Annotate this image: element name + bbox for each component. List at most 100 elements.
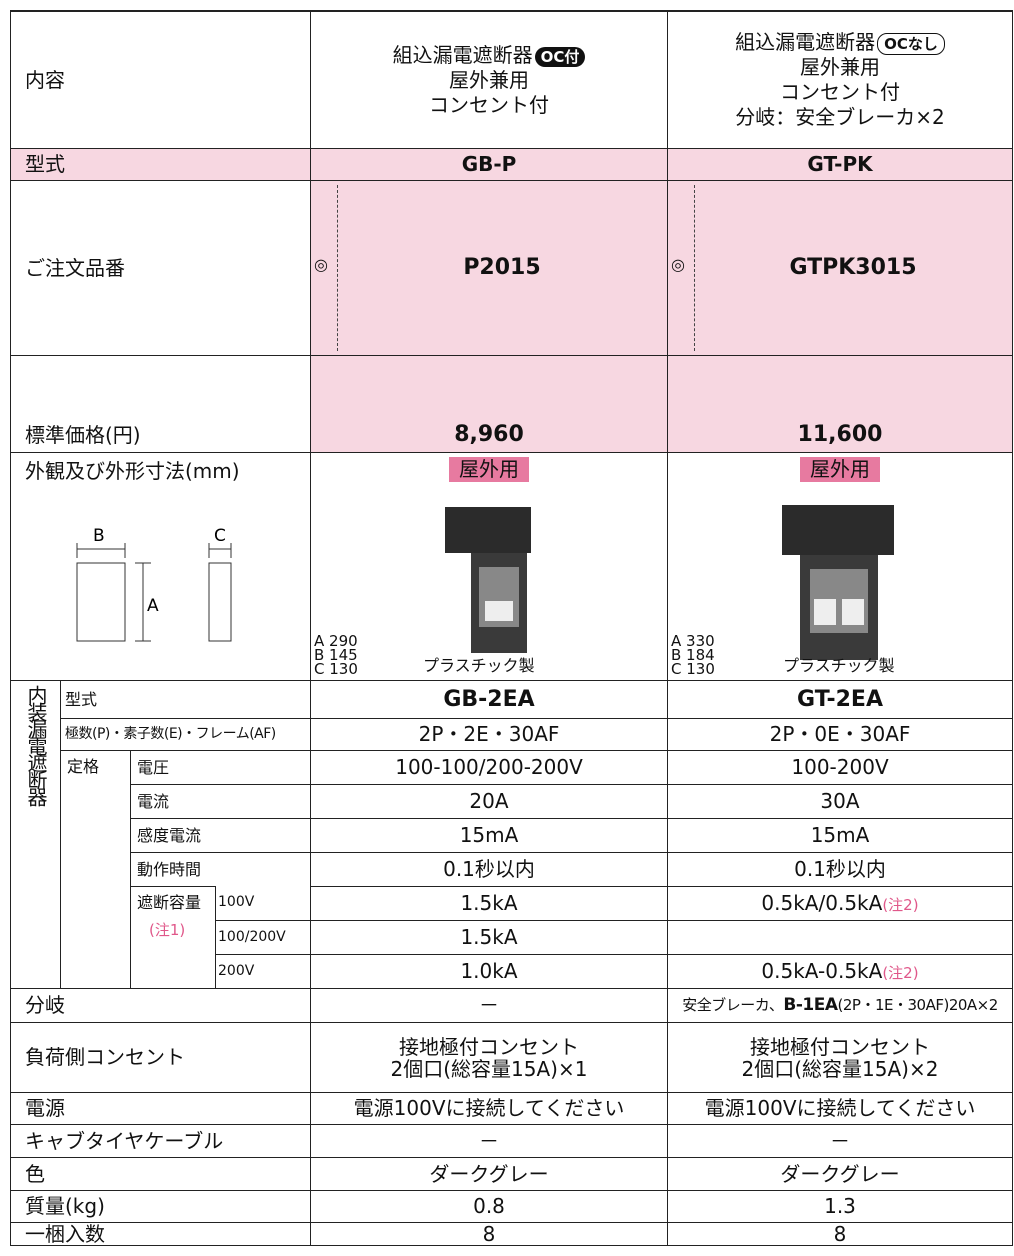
breaker-value-cell: 2P・2E・30AF xyxy=(310,718,667,750)
branch-value-cell: 安全ブレーカ、B-1EA(2P・1E・30AF)20A×2 xyxy=(667,988,1013,1022)
front-outline xyxy=(76,562,126,642)
appearance-cell: 屋外用 A 330 B 184 C 130 プラスチック製 xyxy=(667,452,1013,680)
header-title: 組込漏電遮断器 xyxy=(392,42,533,67)
breaker-row-label-cell: 感度電流 xyxy=(130,818,310,852)
quantity-value: 8 xyxy=(482,1221,496,1246)
model-cell: GB-P xyxy=(310,148,667,180)
color-label-cell: 色 xyxy=(10,1157,310,1190)
branch-model: B-1EA xyxy=(783,994,838,1015)
order-label-cell: ご注文品番 xyxy=(10,180,310,355)
model-label: 型式 xyxy=(25,152,65,176)
breaker-value-line: GT-2EA xyxy=(797,686,883,714)
breaker-row-label: 極数(P)・素子数(E)・フレーム(AF) xyxy=(65,725,276,742)
appearance-cell: 屋外用 A 290 B 145 C 130 プラスチック製 xyxy=(310,452,667,680)
dimensions: A 330 B 184 C 130 xyxy=(671,632,715,677)
breaker-value-line: 1.5kA xyxy=(460,925,517,950)
quantity-value: 8 xyxy=(833,1221,847,1246)
order-mark: ◎ xyxy=(671,255,685,274)
outdoor-badge: 屋外用 xyxy=(449,457,529,482)
price-value: 8,960 xyxy=(454,421,524,447)
breaker-value-line: 20A xyxy=(469,789,508,814)
breaker-value-line: 2P・2E・30AF xyxy=(419,722,560,747)
power_source-value: 電源100Vに接続してください xyxy=(704,1096,976,1120)
model-cell: GT-PK xyxy=(667,148,1013,180)
breaker-value: 30A xyxy=(820,789,860,813)
order-mark: ◎ xyxy=(314,255,328,274)
mass-label: 質量(kg) xyxy=(25,1194,105,1218)
color-value-cell: ダークグレー xyxy=(310,1157,667,1190)
breaker-value-cell: 1.5kA xyxy=(310,886,667,920)
branch-label-cell: 分岐 xyxy=(10,988,310,1022)
header-title-line: 組込漏電遮断器 OC付 xyxy=(393,43,586,68)
color-value-cell: ダークグレー xyxy=(667,1157,1013,1190)
breaker-sublabel: 100V xyxy=(218,894,255,911)
color-value: ダークグレー xyxy=(429,1161,549,1186)
breaker-row-label-cell: 動作時間 xyxy=(130,852,310,886)
outlet-label-cell: 負荷側コンセント xyxy=(10,1022,310,1092)
mass-value-cell: 0.8 xyxy=(310,1190,667,1222)
price-label-cell: 標準価格(円) xyxy=(10,355,310,452)
breaker-sublabel: 200V xyxy=(218,962,255,979)
breaker-value: 1.5kA xyxy=(460,891,518,915)
breaker-value: 1.5kA xyxy=(460,925,518,949)
breaker-value-cell xyxy=(667,920,1013,954)
price-cell: 8,960 xyxy=(310,355,667,452)
breaker-row-label-cell: 型式 xyxy=(60,680,310,718)
dim-depth: C xyxy=(214,526,226,546)
product-photo xyxy=(445,507,531,653)
breaker-value: 2P・2E・30AF xyxy=(418,722,560,746)
order-value: GTPK3015 xyxy=(789,255,917,281)
power_source-value-cell: 電源100Vに接続してください xyxy=(310,1092,667,1124)
breaker-value-line: 0.5kA/0.5kA(注2) xyxy=(761,891,918,916)
mass-value: 0.8 xyxy=(473,1194,505,1218)
breaker-value-note: (注2) xyxy=(882,964,919,982)
appearance-label-cell: 外観及び外形寸法(mm) B C A xyxy=(10,452,310,680)
header-badge: OC付 xyxy=(534,46,586,67)
header-label-cell: 内容 xyxy=(10,10,310,148)
branch-spec: (2P・1E・30AF)20A×2 xyxy=(837,995,999,1014)
breaker-value-cell: 0.5kA-0.5kA(注2) xyxy=(667,954,1013,988)
breaker-sublabel-cell: 100/200V xyxy=(215,920,310,954)
breaker-row-label: 感度電流 xyxy=(137,825,202,845)
breaker-value: 0.1秒以内 xyxy=(794,857,886,881)
breaker-value-cell: 100-100/200-200V xyxy=(310,750,667,784)
breaker-value: 0.5kA/0.5kA xyxy=(761,891,883,915)
breaker-value-line: 1.0kA xyxy=(460,959,517,984)
color-value: ダークグレー xyxy=(780,1161,900,1186)
mass-value-cell: 1.3 xyxy=(667,1190,1013,1222)
breaker-value-cell: 1.5kA xyxy=(310,920,667,954)
breaker-value: 1.0kA xyxy=(460,959,518,983)
breaker-value-cell: 20A xyxy=(310,784,667,818)
dimension: B 184 xyxy=(671,646,715,664)
power_source-value: 電源100Vに接続してください xyxy=(353,1096,625,1120)
price-cell: 11,600 xyxy=(667,355,1013,452)
breaker-value-line: 30A xyxy=(820,789,859,814)
breaker-value-line: 0.5kA-0.5kA(注2) xyxy=(761,959,918,984)
breaker-value-cell: 100-200V xyxy=(667,750,1013,784)
header-line: 屋外兼用 xyxy=(449,67,529,92)
cabtire_cable-value: － xyxy=(479,1128,499,1153)
appearance-label: 外観及び外形寸法(mm) xyxy=(25,459,240,483)
breaker-value-line: 0.1秒以内 xyxy=(443,857,535,882)
breaker-label-cell: 内装漏電遮断器 xyxy=(10,680,60,988)
dimension: A 330 xyxy=(671,632,715,650)
header-line: 屋外兼用 xyxy=(800,55,880,79)
dimension-diagram: B C A xyxy=(76,526,232,642)
breaker-label: 内装漏電遮断器 xyxy=(24,685,48,804)
dashed-divider xyxy=(337,185,338,351)
cabtire_cable-label: キャブタイヤケーブル xyxy=(25,1128,224,1153)
breaker-value: 0.5kA-0.5kA xyxy=(761,959,883,983)
breaker-value-note: (注2) xyxy=(882,896,919,914)
breaker-label-note: (注1) xyxy=(149,921,186,939)
breaker-value-line: 2P・0E・30AF xyxy=(770,722,911,747)
header-line: コンセント付 xyxy=(780,80,900,104)
rating-group-label: 定格 xyxy=(67,757,100,776)
breaker-row-label-cell: 遮断容量 (注1) xyxy=(130,886,215,988)
breaker-value: 15mA xyxy=(810,823,870,847)
breaker-value-line: 15mA xyxy=(460,823,519,848)
color-label: 色 xyxy=(25,1161,45,1186)
material: プラスチック製 xyxy=(783,656,895,675)
dim-width: B xyxy=(93,526,105,546)
breaker-value: GT-2EA xyxy=(797,686,883,712)
outlet-label: 負荷側コンセント xyxy=(25,1045,185,1069)
